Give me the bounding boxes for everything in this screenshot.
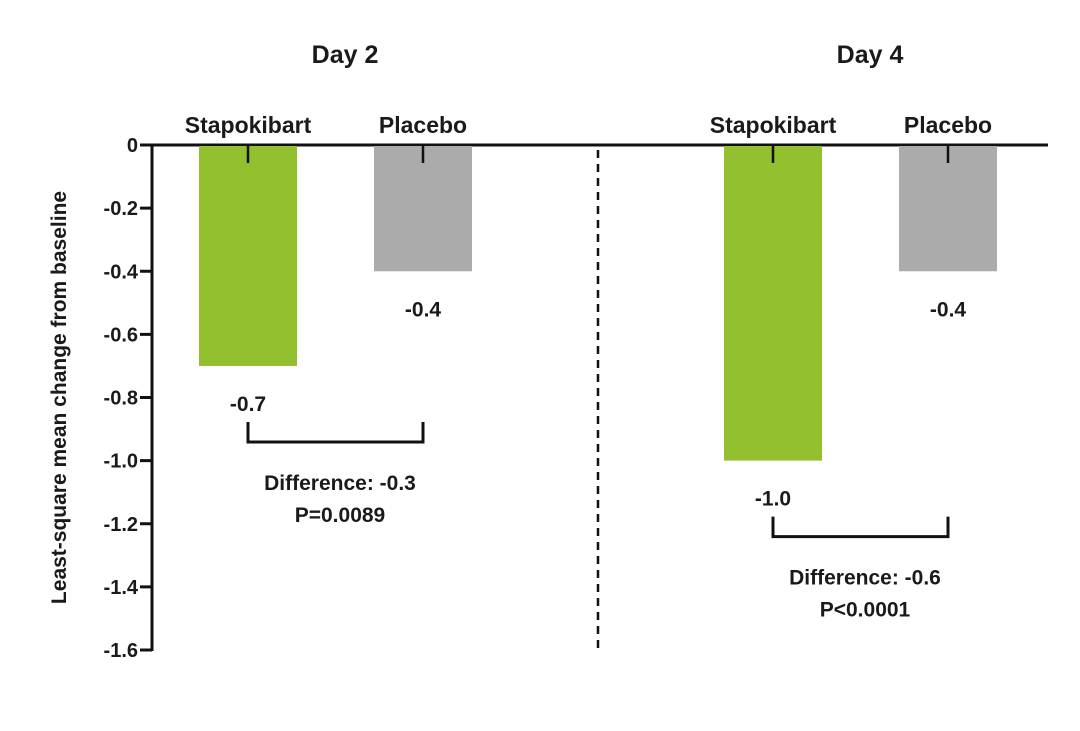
y-tick-label: -1.6 bbox=[104, 640, 138, 662]
significance-bracket bbox=[771, 516, 950, 539]
y-tick-label: -1.0 bbox=[104, 451, 138, 473]
y-tick-label: -0.8 bbox=[104, 388, 138, 410]
value-label: -1.0 bbox=[755, 488, 791, 511]
difference-label: Difference: -0.3 bbox=[264, 472, 416, 495]
category-label: Placebo bbox=[904, 112, 992, 138]
panel-title: Day 2 bbox=[312, 41, 379, 69]
difference-label: Difference: -0.6 bbox=[789, 567, 941, 590]
y-tick-label: -1.4 bbox=[104, 577, 139, 599]
y-tick-label: -1.2 bbox=[104, 514, 138, 536]
p-value-label: P=0.0089 bbox=[295, 504, 386, 527]
y-tick-label: -0.4 bbox=[104, 261, 139, 283]
value-label: -0.4 bbox=[405, 298, 442, 321]
y-tick-label: -0.6 bbox=[104, 324, 138, 346]
bar-placebo bbox=[899, 146, 997, 272]
panel-title: Day 4 bbox=[837, 41, 904, 69]
significance-bracket bbox=[246, 421, 425, 444]
bar-stapokibart bbox=[199, 146, 297, 366]
value-label: -0.7 bbox=[230, 393, 266, 416]
bar-placebo bbox=[374, 146, 472, 272]
y-axis-label: Least-square mean change from baseline bbox=[48, 191, 71, 604]
value-label: -0.4 bbox=[930, 298, 967, 321]
category-label: Stapokibart bbox=[185, 112, 312, 138]
bar-stapokibart bbox=[724, 146, 822, 461]
category-label: Stapokibart bbox=[710, 112, 837, 138]
y-tick-label: 0 bbox=[127, 135, 138, 157]
category-label: Placebo bbox=[379, 112, 467, 138]
p-value-label: P<0.0001 bbox=[820, 599, 911, 622]
y-tick-label: -0.2 bbox=[104, 198, 138, 220]
